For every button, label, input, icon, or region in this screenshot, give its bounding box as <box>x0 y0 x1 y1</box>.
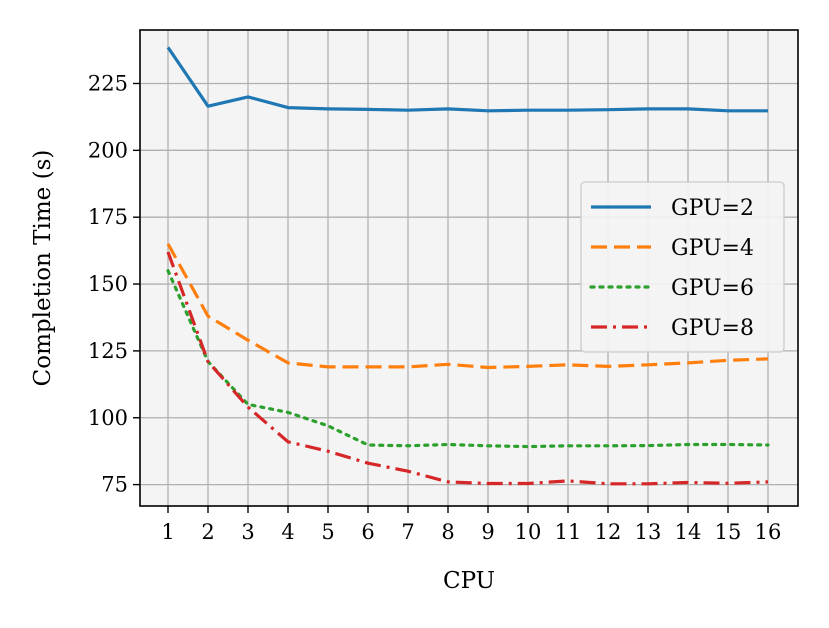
y-tick-label: 150 <box>88 272 128 296</box>
legend-label: GPU=4 <box>671 236 754 261</box>
legend-label: GPU=8 <box>671 316 754 341</box>
x-tick-label: 15 <box>715 520 742 544</box>
y-axis-label: Completion Time (s) <box>30 150 56 387</box>
x-tick-label: 13 <box>635 520 662 544</box>
x-tick-label: 1 <box>161 520 174 544</box>
axis-ticks: 1 2 3 4 5 6 7 8 9 10 11 12 13 14 15 1675100125150175200… <box>88 71 781 544</box>
y-tick-label: 125 <box>88 339 128 363</box>
x-tick-label: 3 <box>241 520 254 544</box>
series-line-gpu-6 <box>166 269 770 449</box>
series-line-gpu-4 <box>166 243 769 370</box>
x-tick-label: 4 <box>281 520 294 544</box>
x-tick-label: 7 <box>401 520 414 544</box>
x-tick-label: 8 <box>441 520 454 544</box>
x-tick-label: 10 <box>515 520 542 544</box>
legend: GPU=2 GPU=4 GPU=6 GPU=8 <box>580 181 785 353</box>
y-tick-label: 100 <box>88 406 128 430</box>
y-tick-label: 75 <box>101 473 128 497</box>
y-tick-label: 200 <box>88 138 128 162</box>
series-lines <box>166 46 770 486</box>
x-tick-label: 6 <box>361 520 374 544</box>
series-line-gpu-2 <box>166 46 768 113</box>
x-tick-label: 14 <box>675 520 702 544</box>
series-line-gpu-8 <box>166 251 769 486</box>
x-tick-label: 11 <box>555 520 582 544</box>
x-tick-label: 5 <box>321 520 334 544</box>
y-tick-label: 175 <box>88 205 128 229</box>
legend-frame <box>580 181 785 353</box>
legend-label: GPU=2 <box>671 196 754 221</box>
y-tick-label: 225 <box>88 71 128 95</box>
legend-label: GPU=6 <box>671 276 754 301</box>
x-tick-label: 9 <box>481 520 494 544</box>
x-tick-label: 16 <box>755 520 782 544</box>
x-tick-label: 2 <box>201 520 214 544</box>
x-tick-label: 12 <box>595 520 622 544</box>
x-axis-label: CPU <box>443 568 495 594</box>
plot-frame <box>139 29 799 507</box>
